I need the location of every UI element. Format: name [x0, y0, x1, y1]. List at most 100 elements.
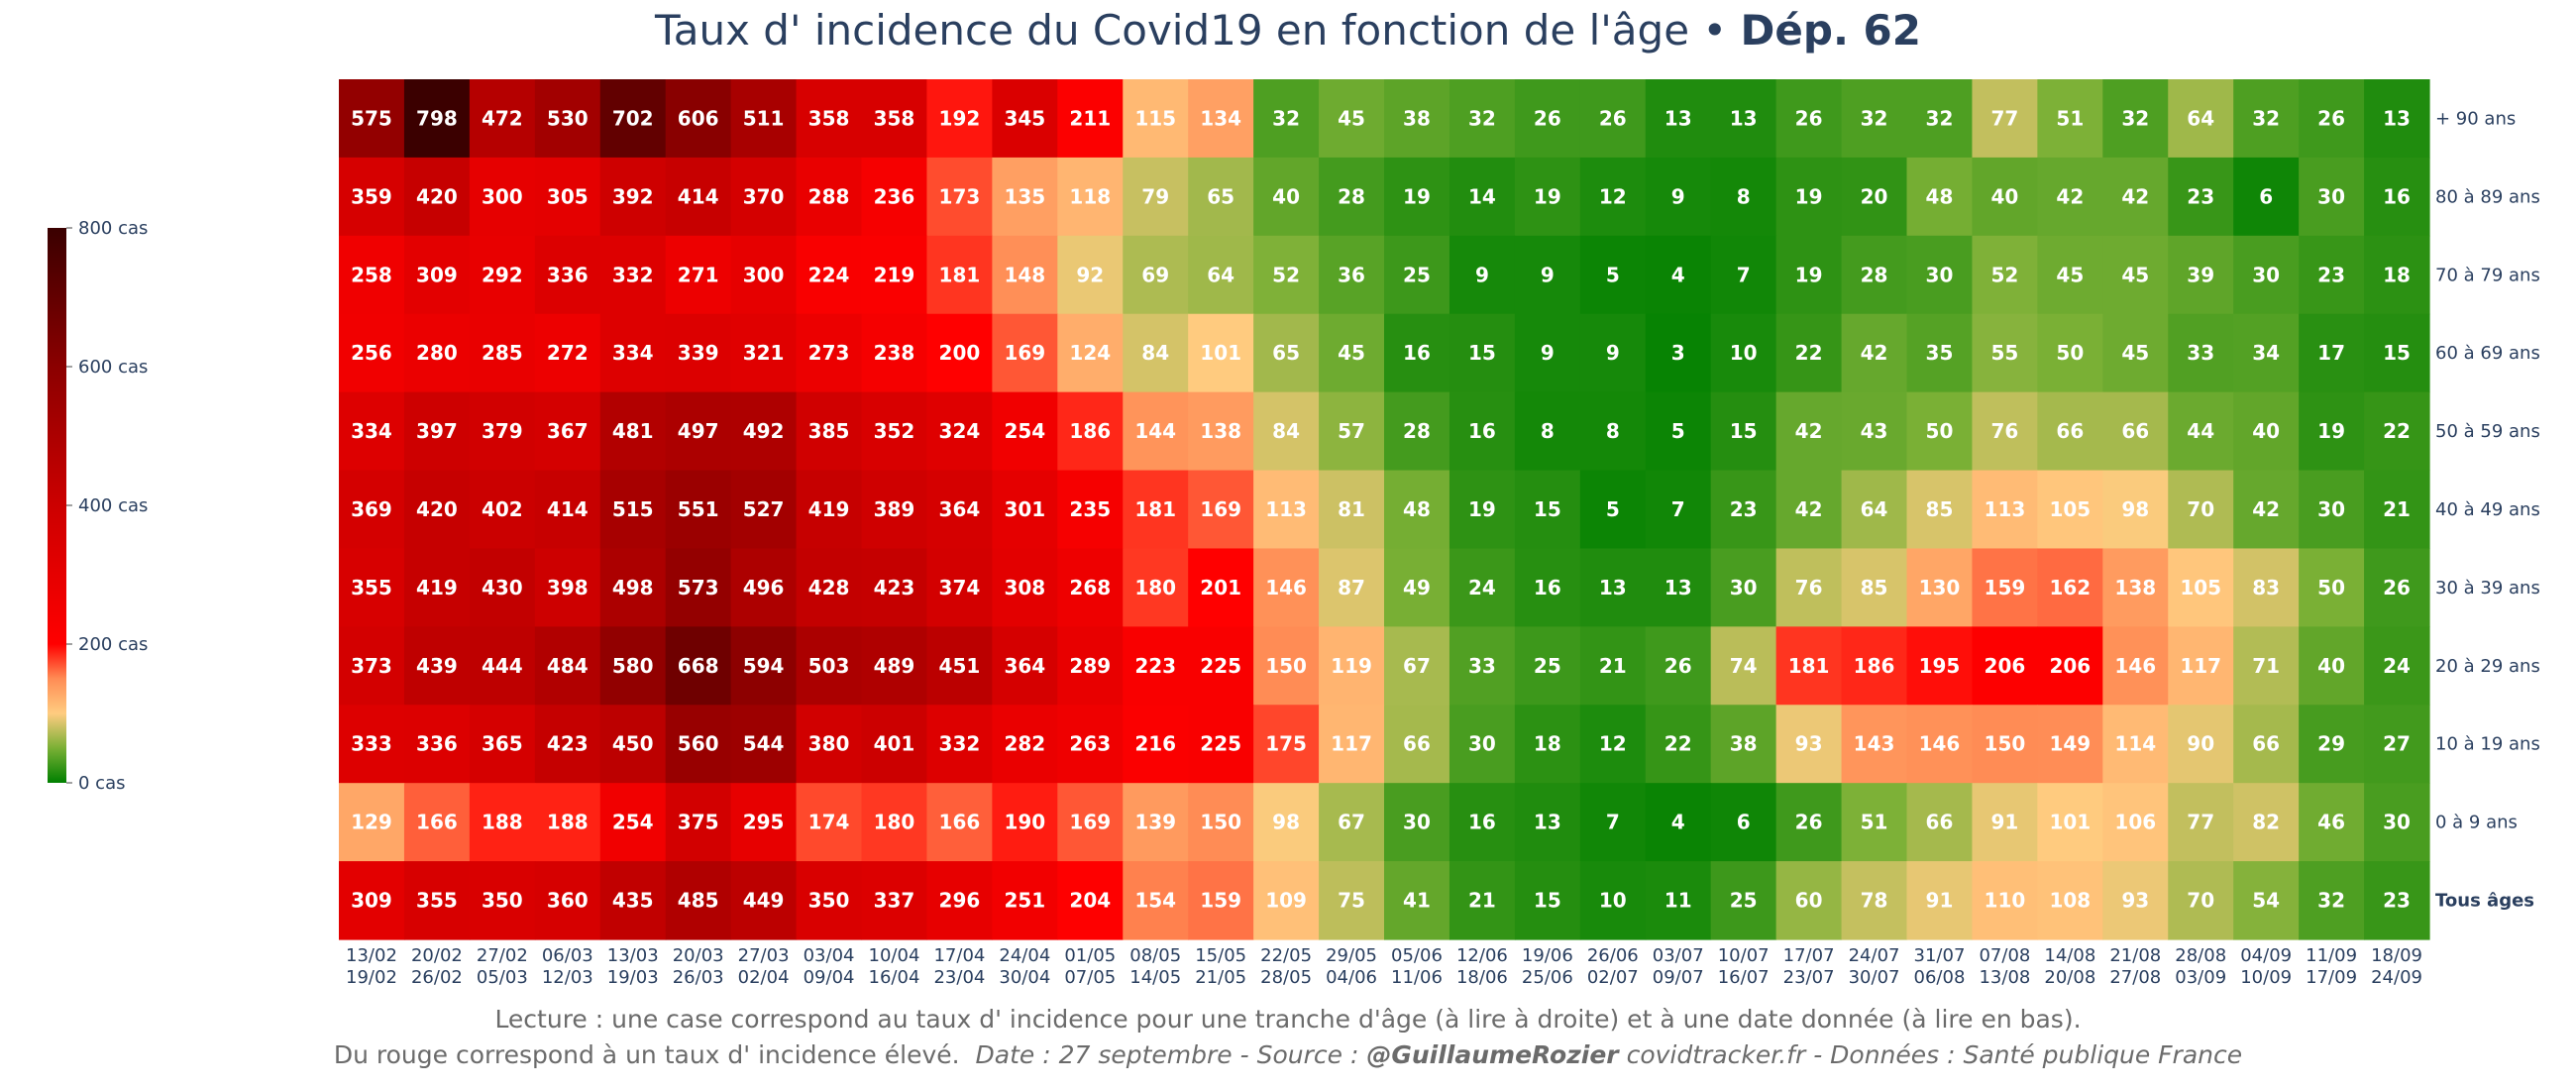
heatmap-cell [730, 548, 798, 627]
cell-value-label: 186 [1069, 419, 1111, 443]
heatmap-cell [1775, 548, 1843, 627]
heatmap-cell [1710, 626, 1777, 706]
x-tick-label: 21/08 27/08 [2109, 945, 2161, 988]
x-tick-label: 22/05 28/05 [1260, 945, 1312, 988]
heatmap-cell [796, 548, 863, 627]
heatmap-cell [1449, 235, 1516, 315]
cell-value-label: 350 [808, 889, 850, 913]
cell-value-label: 334 [612, 341, 654, 365]
heatmap-cell [1253, 391, 1320, 472]
heatmap-cell [1514, 470, 1581, 550]
heatmap-cell [1972, 705, 2038, 784]
x-tick-label: 29/05 04/06 [1326, 945, 1377, 988]
cell-value-label: 798 [416, 106, 458, 130]
heatmap-cell [665, 705, 732, 784]
heatmap-cell [469, 705, 536, 784]
x-tick-label: 27/02 05/03 [477, 945, 528, 988]
cell-value-label: 52 [1990, 263, 2018, 286]
heatmap-cell [534, 391, 601, 472]
cell-value-label: 32 [2317, 889, 2345, 913]
cell-value-label: 364 [939, 497, 981, 521]
cell-value-label: 85 [1861, 576, 1888, 600]
heatmap-cell [1384, 157, 1450, 237]
heatmap-cell [2168, 548, 2234, 627]
cell-value-label: 30 [1926, 263, 1954, 286]
heatmap-cell [1449, 391, 1516, 472]
heatmap-cell [1645, 79, 1712, 159]
footer-legend-note: Du rouge correspond à un taux d' inciden… [333, 1040, 960, 1069]
cell-value-label: 38 [1730, 732, 1758, 756]
x-tick-label: 15/05 21/05 [1195, 945, 1246, 988]
heatmap-cell [599, 157, 667, 237]
cell-value-label: 143 [1854, 732, 1895, 756]
cell-value-label: 216 [1134, 732, 1176, 756]
cell-value-label: 105 [2049, 497, 2091, 521]
heatmap-cell [1841, 470, 1908, 550]
heatmap-cell [992, 391, 1058, 472]
cell-value-label: 345 [1004, 106, 1045, 130]
cell-value-label: 84 [1272, 419, 1300, 443]
heatmap-cell [665, 391, 732, 472]
heatmap-cell [339, 783, 405, 862]
cell-value-label: 44 [2187, 419, 2214, 443]
cell-value-label: 57 [1338, 419, 1365, 443]
heatmap-cell [861, 626, 928, 706]
cell-value-label: 10 [1730, 341, 1758, 365]
heatmap-cell [403, 313, 471, 393]
heatmap-cell [1645, 548, 1712, 627]
heatmap-cell [796, 705, 863, 784]
cell-value-label: 25 [1730, 889, 1758, 913]
cell-value-label: 150 [1265, 654, 1307, 678]
cell-value-label: 70 [2187, 497, 2214, 521]
cell-value-label: 26 [1599, 106, 1627, 130]
cell-value-label: 64 [1861, 497, 1888, 521]
heatmap-cell [861, 79, 928, 159]
cell-value-label: 296 [939, 889, 981, 913]
cell-value-label: 401 [874, 732, 915, 756]
cell-value-label: 22 [1664, 732, 1692, 756]
heatmap-cell [469, 157, 536, 237]
heatmap-cell [534, 861, 601, 940]
heatmap-cell [2168, 783, 2234, 862]
cell-value-label: 355 [416, 889, 458, 913]
heatmap-cell [403, 391, 471, 472]
heatmap-cell [1384, 313, 1450, 393]
footer-site-data: covidtracker.fr - Données : Santé publiq… [1626, 1040, 2243, 1069]
heatmap-cell [534, 313, 601, 393]
cell-value-label: 32 [2121, 106, 2149, 130]
cell-value-label: 336 [416, 732, 458, 756]
heatmap-cell [1775, 235, 1843, 315]
heatmap-cell [599, 705, 667, 784]
heatmap-cell [1579, 79, 1647, 159]
cell-value-label: 26 [2383, 576, 2411, 600]
cell-value-label: 308 [1004, 576, 1045, 600]
heatmap-cell [1775, 313, 1843, 393]
title-department: Dép. 62 [1740, 6, 1921, 54]
cell-value-label: 17 [2317, 341, 2345, 365]
cell-value-label: 19 [1795, 184, 1823, 208]
cell-value-label: 309 [351, 889, 392, 913]
cell-value-label: 42 [1861, 341, 1888, 365]
cell-value-label: 77 [1990, 106, 2018, 130]
x-tick-label: 24/04 30/04 [999, 945, 1050, 988]
heatmap-cell [1972, 783, 2038, 862]
cell-value-label: 8 [1606, 419, 1620, 443]
heatmap-cell [403, 470, 471, 550]
cell-value-label: 40 [2252, 419, 2280, 443]
heatmap-cell [1449, 313, 1516, 393]
cell-value-label: 573 [678, 576, 719, 600]
cell-value-label: 51 [1861, 811, 1888, 834]
heatmap-cell [861, 705, 928, 784]
cell-value-label: 3 [1671, 341, 1685, 365]
heatmap-cell [403, 157, 471, 237]
heatmap-cell [1514, 626, 1581, 706]
x-axis-labels: 13/02 19/02 20/02 26/02 27/02 05/03 06/03 12/03… [346, 945, 2422, 988]
heatmap-cell [2299, 235, 2365, 315]
heatmap-cell [2037, 157, 2103, 237]
x-tick-label: 05/06 11/06 [1391, 945, 1443, 988]
colorbar-tick-label: 0 cas [78, 773, 125, 794]
cell-value-label: 32 [1861, 106, 1888, 130]
heatmap-cell [2168, 705, 2234, 784]
heatmap-cell [796, 157, 863, 237]
cell-value-label: 8 [1541, 419, 1555, 443]
